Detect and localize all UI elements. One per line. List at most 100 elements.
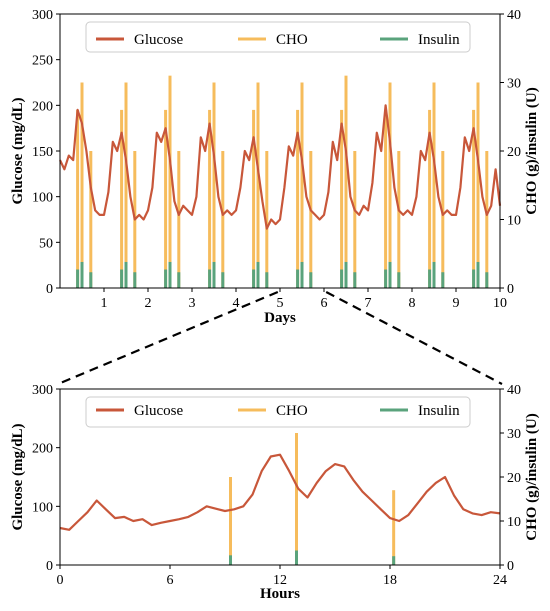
x-tick-label: 1 — [101, 296, 108, 311]
x-tick-label: 9 — [453, 296, 460, 311]
cho-bar — [397, 151, 401, 288]
insulin-bar — [300, 261, 304, 288]
x-tick-label: 18 — [383, 573, 397, 588]
insulin-bar — [177, 272, 181, 288]
cho-bar — [89, 151, 93, 288]
insulin-bar — [212, 261, 216, 288]
insulin-bar — [428, 269, 432, 288]
insulin-bar — [432, 261, 436, 288]
insulin-bar — [476, 261, 480, 288]
cho-bar — [164, 109, 168, 289]
x-tick-label: 8 — [409, 296, 416, 311]
x-tick-label: 12 — [273, 573, 287, 588]
y-tick-label: 0 — [46, 282, 53, 297]
x-axis-label: Hours — [260, 586, 300, 602]
y-axis-label: Glucose (mg/dL) — [10, 423, 26, 530]
y2-tick-label: 10 — [507, 214, 521, 229]
insulin-bar — [397, 272, 401, 288]
x-axis-label: Days — [264, 310, 296, 326]
insulin-bar — [353, 272, 357, 288]
y2-tick-label: 0 — [507, 559, 514, 574]
cho-bar — [432, 82, 436, 288]
insulin-bar — [472, 269, 476, 288]
y-tick-label: 150 — [32, 145, 53, 160]
cho-bar — [384, 109, 388, 289]
y2-tick-label: 10 — [507, 515, 521, 530]
cho-bar — [472, 109, 476, 289]
cho-bar — [340, 109, 344, 289]
legend-box — [85, 21, 471, 53]
legend-label-cho: CHO — [276, 403, 308, 419]
cho-bar — [485, 151, 489, 288]
insulin-bar — [392, 556, 396, 565]
y-tick-label: 0 — [46, 559, 53, 574]
legend-label-insulin: Insulin — [418, 403, 460, 419]
insulin-bar — [256, 261, 260, 288]
insulin-bar — [265, 272, 269, 288]
cho-bar — [76, 109, 80, 289]
hourly-chart: 0 100 200 300 0 10 20 30 40 0 6 12 18 24 Hours Glucose … — [10, 383, 540, 602]
cho-bar — [256, 82, 260, 288]
x-tick-label: 3 — [189, 296, 196, 311]
cho-bar — [309, 151, 313, 288]
x-tick-label: 10 — [493, 296, 507, 311]
x-tick-label: 6 — [167, 573, 174, 588]
legend-label-glucose: Glucose — [134, 32, 183, 48]
cho-bar — [265, 151, 269, 288]
x-tick-label: 24 — [493, 573, 507, 588]
y2-tick-label: 40 — [507, 383, 521, 398]
y2-tick-label: 30 — [507, 77, 521, 92]
cho-bar — [296, 109, 300, 289]
y-tick-label: 200 — [32, 99, 53, 114]
legend-box — [85, 396, 471, 428]
x-tick-label: 2 — [145, 296, 152, 311]
cho-bar — [208, 109, 212, 289]
zoom-connector-lines — [57, 290, 503, 386]
insulin-bar — [208, 269, 212, 288]
insulin-bar — [120, 269, 124, 288]
y2-tick-label: 0 — [507, 282, 514, 297]
legend-label-glucose: Glucose — [134, 403, 183, 419]
x-tick-label: 7 — [365, 296, 372, 311]
glucose-line — [59, 104, 502, 230]
y2-tick-label: 20 — [507, 471, 521, 486]
y2-tick-label: 40 — [507, 8, 521, 23]
y2-axis-label: CHO (g)/insulin (U) — [524, 87, 540, 215]
cho-bar — [388, 82, 392, 288]
cho-bar — [168, 75, 172, 289]
insulin-bar — [441, 272, 445, 288]
insulin-bar — [485, 272, 489, 288]
insulin-bar — [344, 261, 348, 288]
insulin-bar — [76, 269, 80, 288]
cho-bar — [300, 82, 304, 288]
legend: Glucose CHO Insulin — [85, 21, 471, 53]
cho-bar — [124, 82, 128, 288]
cho-bar — [392, 490, 396, 565]
insulin-bar — [388, 261, 392, 288]
cho-bar — [428, 109, 432, 289]
cho-bar — [441, 151, 445, 288]
y2-tick-label: 30 — [507, 427, 521, 442]
cho-bar — [80, 82, 84, 288]
insulin-bar — [252, 269, 256, 288]
insulin-bar — [221, 272, 225, 288]
x-tick-label: 6 — [321, 296, 328, 311]
insulin-bar — [340, 269, 344, 288]
y-tick-label: 50 — [39, 236, 53, 251]
y-tick-label: 300 — [32, 383, 53, 398]
insulin-bar — [229, 555, 232, 565]
insulin-bar — [124, 261, 128, 288]
legend: Glucose CHO Insulin — [85, 396, 471, 428]
insulin-bar — [309, 272, 313, 288]
cho-bar — [177, 151, 181, 288]
y-tick-label: 250 — [32, 54, 53, 69]
y2-axis-label: CHO (g)/insulin (U) — [524, 413, 540, 541]
x-tick-label: 4 — [233, 296, 240, 311]
insulin-bar — [384, 269, 388, 288]
y2-tick-label: 20 — [507, 145, 521, 160]
insulin-bar — [296, 269, 300, 288]
insulin-bar — [168, 261, 172, 288]
cho-bar — [221, 151, 225, 288]
